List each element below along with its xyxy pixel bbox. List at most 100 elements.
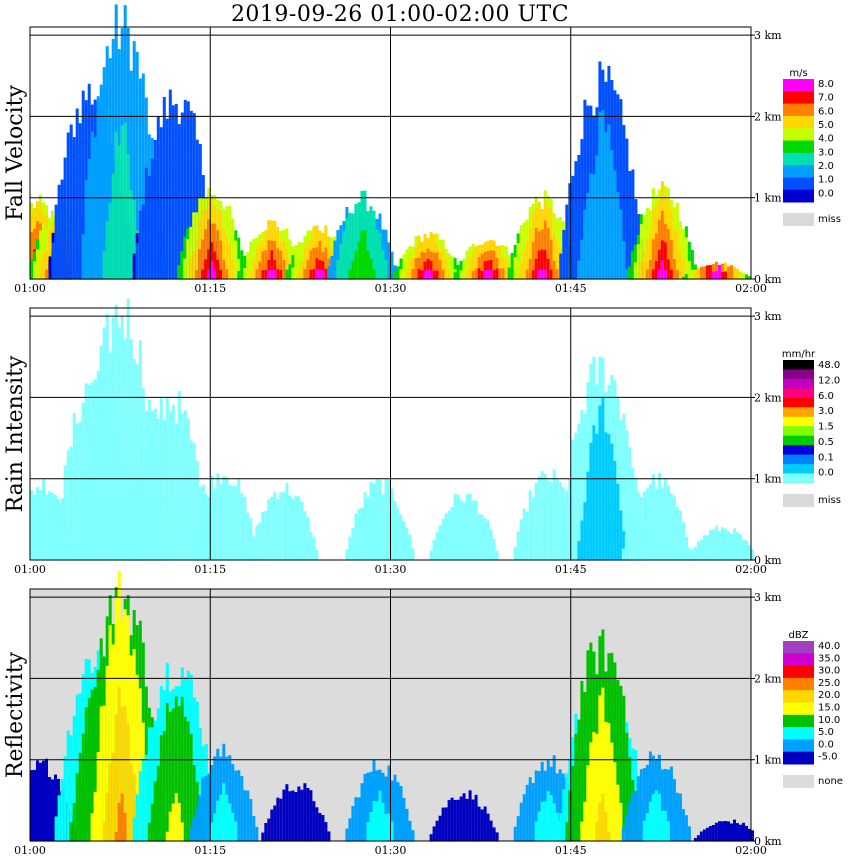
data-column — [621, 472, 691, 561]
y-axis-label: Rain Intensity — [3, 355, 28, 512]
legend-swatch — [783, 189, 814, 203]
x-tick-label: 01:30 — [375, 844, 407, 857]
legend-label: 0.0 — [818, 468, 834, 479]
data-column — [249, 482, 319, 561]
legend-unit: mm/hr — [782, 349, 816, 360]
data-column — [429, 493, 499, 561]
y-tick-label: 0 km — [754, 835, 782, 848]
legend-swatch — [783, 103, 814, 117]
x-tick-label: 01:00 — [14, 844, 46, 857]
legend-label: 30.0 — [818, 666, 840, 677]
legend-label: 10.0 — [818, 715, 840, 726]
data-column — [621, 751, 691, 842]
legend-swatch — [783, 115, 814, 129]
x-tick-label: 01:15 — [194, 563, 226, 576]
legend-swatch — [783, 454, 814, 465]
plot-frame — [29, 588, 752, 842]
legend-unit: m/s — [789, 68, 807, 79]
legend-swatch — [783, 378, 814, 389]
legend-swatch — [783, 714, 814, 728]
legend-label: -5.0 — [818, 752, 838, 763]
data-column — [693, 819, 754, 842]
legend-swatch — [783, 751, 814, 765]
x-tick-label: 01:45 — [555, 282, 587, 295]
legend-swatch — [783, 702, 814, 716]
x-tick-label: 01:30 — [375, 282, 407, 295]
legend-label: 0.0 — [818, 739, 834, 750]
panel-reflectivity: 0 km 1 km 2 km 3 km 01:00 01:15 01:30 01:45 02:0… — [3, 571, 843, 857]
legend-label: 1.0 — [818, 175, 834, 186]
legend-swatch — [783, 369, 814, 380]
data-column — [687, 525, 754, 561]
legend-swatch — [783, 165, 814, 178]
y-tick-label: 2 km — [754, 110, 782, 123]
data-column — [627, 181, 697, 280]
legend-swatch — [783, 473, 814, 484]
y-tick-label: 3 km — [754, 310, 782, 323]
legend-swatch — [783, 397, 814, 408]
legend-label: 3.0 — [818, 406, 834, 417]
legend-label-missing: miss — [818, 214, 841, 225]
legend-label: 5.0 — [818, 727, 834, 738]
x-tick-label: 01:00 — [14, 282, 46, 295]
data-column — [559, 629, 647, 842]
data-column — [681, 261, 751, 280]
legend-swatch — [783, 360, 814, 370]
x-tick-label: 01:15 — [194, 282, 226, 295]
legend-label: 7.0 — [818, 93, 834, 104]
legend-label-missing: miss — [818, 495, 841, 506]
legend-swatch — [783, 445, 814, 456]
legend-swatch — [783, 727, 814, 740]
y-tick-label: 0 km — [754, 273, 782, 286]
data-column — [345, 478, 415, 561]
legend-swatch — [783, 79, 814, 92]
data-column — [261, 783, 331, 842]
panel-fall-velocity: 0 km 1 km 2 km 3 km 01:00 01:15 01:30 01:45 02:0… — [3, 4, 841, 295]
y-tick-label: 3 km — [754, 29, 782, 42]
legend-label: 0.1 — [818, 452, 834, 463]
data-column — [327, 190, 397, 280]
legend-swatch — [783, 426, 814, 437]
legend-label-missing: none — [818, 776, 843, 787]
y-tick-label: 1 km — [754, 192, 782, 205]
data-column — [132, 662, 220, 842]
legend-label: 25.0 — [818, 678, 840, 689]
legend-swatch — [783, 690, 814, 703]
legend-swatch — [783, 641, 814, 654]
plot-frame — [29, 307, 752, 561]
legend-swatch — [783, 653, 814, 667]
legend-swatch — [783, 739, 814, 753]
page-title: 2019-09-26 01:00-02:00 UTC — [230, 2, 570, 27]
legend-label: 40.0 — [818, 641, 840, 652]
legend-swatch — [783, 677, 814, 691]
legend: m/s 8.0 7.0 6.0 5.0 4.0 3.0 2.0 1.0 0.0 miss — [783, 68, 841, 226]
y-axis-label: Reflectivity — [3, 651, 28, 778]
y-tick-label: 2 km — [754, 672, 782, 685]
x-tick-label: 01:45 — [555, 844, 587, 857]
legend-swatch — [783, 464, 814, 475]
y-tick-label: 1 km — [754, 473, 782, 486]
legend-label: 35.0 — [818, 653, 840, 664]
legend-label: 0.0 — [818, 188, 834, 199]
legend-unit: dBZ — [788, 630, 808, 641]
legend-swatch — [783, 140, 814, 154]
legend-label: 1.5 — [818, 422, 834, 433]
panel-rain-intensity: 0 km 1 km 2 km 3 km 01:00 01:15 01:30 01:45 02:0… — [3, 298, 841, 576]
legend-label: 6.0 — [818, 106, 834, 117]
legend-swatch — [783, 152, 814, 166]
data-column — [126, 391, 214, 561]
x-tick-label: 01:30 — [375, 563, 407, 576]
data-column — [189, 473, 259, 561]
x-tick-label: 02:00 — [735, 844, 767, 857]
x-tick-label: 01:45 — [555, 563, 587, 576]
legend-swatch — [783, 665, 814, 679]
legend-missing-swatch — [783, 213, 814, 226]
y-tick-label: 0 km — [754, 554, 782, 567]
legend-label: 4.0 — [818, 134, 834, 145]
legend-label: 8.0 — [818, 79, 834, 90]
y-tick-label: 2 km — [754, 391, 782, 404]
legend-swatch — [783, 435, 814, 446]
data-column — [189, 743, 259, 842]
